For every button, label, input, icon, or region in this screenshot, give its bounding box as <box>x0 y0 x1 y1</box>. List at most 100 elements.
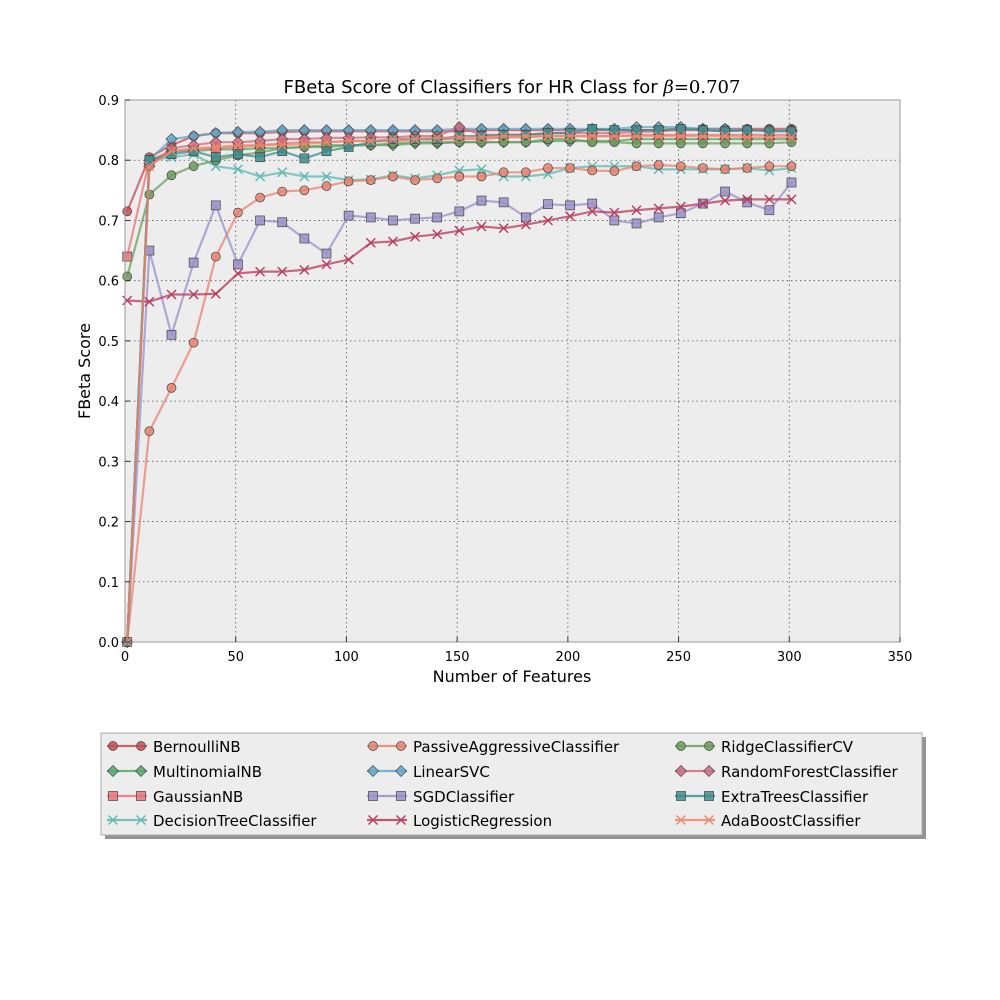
y-axis-label: FBeta Score <box>75 323 94 419</box>
legend-label-extratreesclassifier: ExtraTreesClassifier <box>721 788 869 806</box>
legend-marker-decisiontreeclassifier <box>136 815 146 825</box>
data-point-passiveaggressiveclassifier <box>764 161 775 172</box>
data-point-adaboostclassifier <box>476 132 487 143</box>
data-point-adaboostclassifier <box>498 131 509 142</box>
legend-label-ridgeclassifiercv: RidgeClassifierCV <box>721 738 854 756</box>
legend-marker-adaboostclassifier <box>704 815 714 825</box>
legend-label-sgdclassifier: SGDClassifier <box>413 788 515 806</box>
data-point-logisticregression <box>188 289 199 300</box>
x-tick-label: 100 <box>334 650 359 665</box>
data-point-passiveaggressiveclassifier <box>720 164 730 175</box>
data-point-extratreesclassifier <box>764 126 775 137</box>
data-point-adaboostclassifier <box>565 131 576 142</box>
data-point-sgdclassifier <box>343 210 354 221</box>
data-point-adaboostclassifier <box>410 134 421 145</box>
legend-marker-extratreesclassifier <box>704 791 714 801</box>
data-point-logisticregression <box>365 237 376 248</box>
data-point-extratreesclassifier <box>609 125 620 135</box>
legend-item-passiveaggressiveclassifier: PassiveAggressiveClassifier <box>367 738 620 756</box>
legend-label-decisiontreeclassifier: DecisionTreeClassifier <box>153 812 317 830</box>
data-point-extratreesclassifier <box>565 128 575 138</box>
data-point-extratreesclassifier <box>587 124 598 134</box>
data-point-bernoullinb <box>122 206 133 217</box>
data-point-decisiontreeclassifier <box>277 167 288 178</box>
data-point-ridgeclassifiercv <box>764 138 775 149</box>
data-point-adaboostclassifier <box>587 131 598 142</box>
legend-label-linearsvc: LinearSVC <box>413 763 490 781</box>
data-point-adaboostclassifier <box>520 131 531 142</box>
data-point-passiveaggressiveclassifier <box>144 426 155 437</box>
data-point-randomforestclassifier <box>320 131 333 144</box>
data-point-sgdclassifier <box>631 218 642 229</box>
grid-lines <box>125 100 900 642</box>
legend-marker-passiveaggressiveclassifier <box>396 741 406 751</box>
data-point-logisticregression <box>520 219 531 230</box>
data-point-passiveaggressiveclassifier <box>698 163 708 173</box>
data-point-ridgeclassifiercv <box>786 137 797 148</box>
data-point-logisticregression <box>299 264 310 275</box>
data-point-passiveaggressiveclassifier <box>299 185 310 196</box>
data-point-extratreesclassifier <box>653 125 664 135</box>
data-point-logisticregression <box>122 295 133 306</box>
data-point-passiveaggressiveclassifier <box>343 176 354 187</box>
data-point-sgdclassifier <box>321 248 332 259</box>
data-point-passiveaggressiveclassifier <box>365 175 376 185</box>
data-point-passiveaggressiveclassifier <box>321 181 332 191</box>
data-point-logisticregression <box>587 206 598 217</box>
data-point-sgdclassifier <box>188 257 199 268</box>
y-tick-label: 0.0 <box>98 636 119 651</box>
data-point-passiveaggressiveclassifier <box>520 167 531 178</box>
data-point-logisticregression <box>764 194 775 205</box>
data-point-logisticregression <box>454 225 465 236</box>
data-point-sgdclassifier <box>565 200 575 211</box>
data-point-ridgeclassifiercv <box>698 138 708 149</box>
data-point-extratreesclassifier <box>454 131 465 141</box>
data-point-logisticregression <box>631 205 642 216</box>
data-point-logisticregression <box>565 211 576 222</box>
data-point-decisiontreeclassifier <box>321 171 332 182</box>
data-point-adaboostclassifier <box>653 131 664 142</box>
data-point-passiveaggressiveclassifier <box>166 383 177 393</box>
legend-marker-multinomialnb <box>135 765 147 777</box>
x-tick-label: 150 <box>445 650 470 665</box>
data-point-ridgeclassifiercv <box>742 138 753 149</box>
chart-title-eq: = <box>674 77 689 98</box>
data-point-sgdclassifier <box>764 205 775 216</box>
data-point-logisticregression <box>742 194 753 205</box>
data-point-passiveaggressiveclassifier <box>653 160 664 170</box>
data-point-passiveaggressiveclassifier <box>277 186 288 197</box>
data-point-extratreesclassifier <box>188 146 199 157</box>
data-point-adaboostclassifier <box>232 140 243 151</box>
data-point-extratreesclassifier <box>675 124 686 134</box>
legend-marker-bernoullinb <box>108 741 118 751</box>
series-adaboostclassifier <box>122 131 797 647</box>
data-point-logisticregression <box>720 195 731 206</box>
data-point-logisticregression <box>675 201 686 212</box>
data-point-decisiontreeclassifier <box>255 171 266 182</box>
y-tick-label: 0.3 <box>98 455 119 470</box>
legend-label-gaussiannb: GaussianNB <box>153 788 243 806</box>
x-tick-label: 0 <box>121 650 129 665</box>
data-point-adaboostclassifier <box>764 132 775 143</box>
data-point-adaboostclassifier <box>454 132 465 143</box>
data-point-extratreesclassifier <box>321 146 332 157</box>
legend-marker-ridgeclassifiercv <box>704 741 714 751</box>
data-point-adaboostclassifier <box>277 140 288 151</box>
data-point-extratreesclassifier <box>786 126 797 137</box>
y-tick-label: 0.7 <box>98 214 119 229</box>
data-point-ridgeclassifiercv <box>144 189 155 200</box>
data-point-passiveaggressiveclassifier <box>210 251 221 262</box>
legend-marker-decisiontreeclassifier <box>108 815 118 825</box>
data-point-sgdclassifier <box>388 215 398 226</box>
data-point-logisticregression <box>410 231 421 242</box>
data-point-passiveaggressiveclassifier <box>609 166 620 176</box>
legend-item-sgdclassifier: SGDClassifier <box>367 788 515 806</box>
data-point-extratreesclassifier <box>210 152 221 163</box>
data-point-adaboostclassifier <box>365 135 376 146</box>
data-point-extratreesclassifier <box>233 149 243 160</box>
legend-item-gaussiannb: GaussianNB <box>107 788 243 806</box>
y-tick-label: 0.1 <box>98 576 119 591</box>
data-point-ridgeclassifiercv <box>675 138 686 149</box>
data-point-passiveaggressiveclassifier <box>255 192 265 203</box>
data-point-logisticregression <box>166 289 177 300</box>
